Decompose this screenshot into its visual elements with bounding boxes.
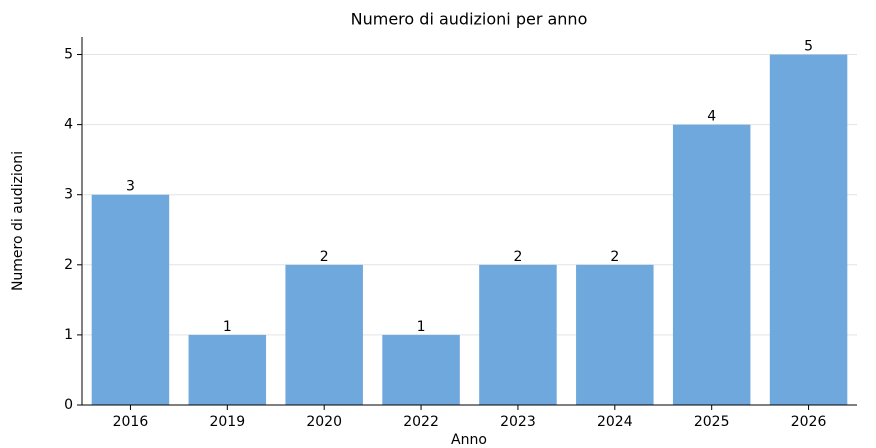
y-tick-label: 1 xyxy=(64,327,73,343)
x-tick-label: 2022 xyxy=(403,414,439,430)
x-tick-label: 2020 xyxy=(306,414,342,430)
chart-title: Numero di audizioni per anno xyxy=(351,10,588,29)
y-tick-label: 2 xyxy=(64,257,73,273)
data-label: 2 xyxy=(513,249,522,265)
x-tick-label: 2024 xyxy=(597,414,633,430)
y-tick-label: 3 xyxy=(64,187,73,203)
data-label: 4 xyxy=(707,109,716,125)
y-tick-label: 5 xyxy=(64,47,73,63)
bar xyxy=(285,264,363,405)
data-label: 1 xyxy=(417,319,426,335)
y-tick-label: 4 xyxy=(64,117,73,133)
data-label: 1 xyxy=(223,319,232,335)
data-label: 5 xyxy=(804,39,813,55)
y-tick-label: 0 xyxy=(64,397,73,413)
x-tick-label: 2016 xyxy=(113,414,149,430)
x-tick-label: 2019 xyxy=(209,414,245,430)
data-label: 2 xyxy=(320,249,329,265)
bar xyxy=(188,334,267,405)
x-tick-label: 2025 xyxy=(694,414,730,430)
x-tick-label: 2026 xyxy=(791,414,827,430)
y-axis-label: Numero di audizioni xyxy=(10,151,26,291)
data-label: 2 xyxy=(610,249,619,265)
data-label: 3 xyxy=(126,179,135,195)
x-axis-label: Anno xyxy=(451,432,487,448)
bar xyxy=(576,264,654,405)
bar xyxy=(382,334,460,405)
bar xyxy=(672,124,751,405)
x-tick-label: 2023 xyxy=(500,414,536,430)
bar xyxy=(91,194,170,405)
bar xyxy=(769,54,848,406)
bar xyxy=(479,264,557,405)
